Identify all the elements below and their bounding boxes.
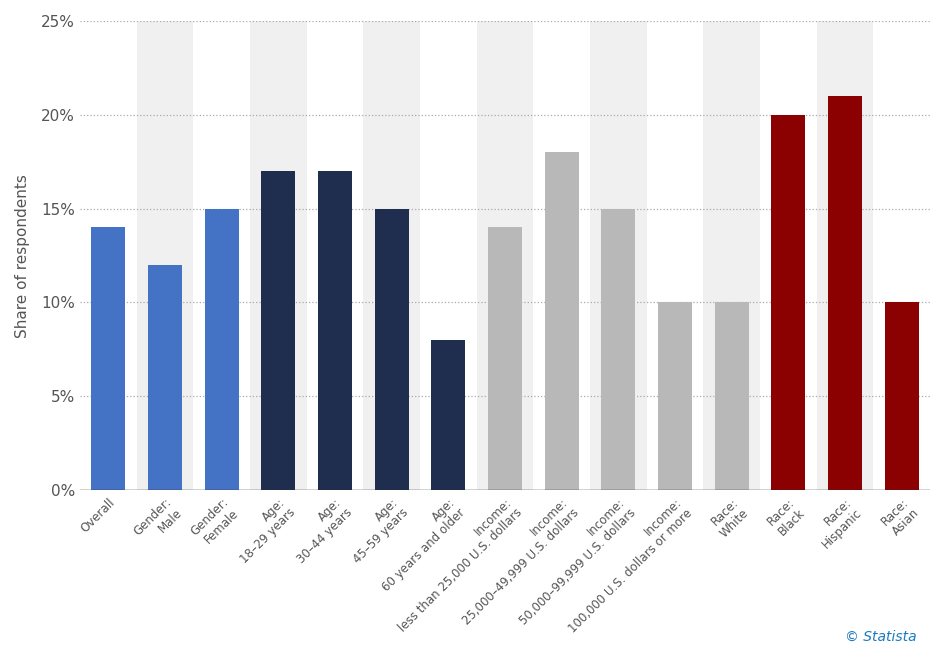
Bar [362, 21, 419, 490]
Bar [816, 21, 872, 490]
Bar [147, 265, 181, 490]
Bar [657, 302, 691, 490]
Bar [589, 21, 646, 490]
Bar [419, 21, 476, 490]
Bar [714, 302, 748, 490]
Bar [827, 96, 861, 490]
Bar [600, 209, 634, 490]
Text: © Statista: © Statista [844, 629, 916, 644]
Bar [770, 115, 804, 490]
Bar [476, 21, 532, 490]
Bar [193, 21, 249, 490]
Bar [532, 21, 589, 490]
Bar [544, 152, 578, 490]
Bar [249, 21, 306, 490]
Bar [872, 21, 929, 490]
Bar [317, 171, 351, 490]
Bar [884, 302, 918, 490]
Bar [702, 21, 759, 490]
Bar [91, 227, 125, 490]
Bar [430, 340, 464, 490]
Bar [79, 21, 136, 490]
Bar [204, 209, 238, 490]
Bar [646, 21, 702, 490]
Y-axis label: Share of respondents: Share of respondents [15, 174, 30, 337]
Bar [487, 227, 521, 490]
Bar [374, 209, 408, 490]
Bar [759, 21, 816, 490]
Bar [136, 21, 193, 490]
Bar [306, 21, 362, 490]
Bar [261, 171, 295, 490]
